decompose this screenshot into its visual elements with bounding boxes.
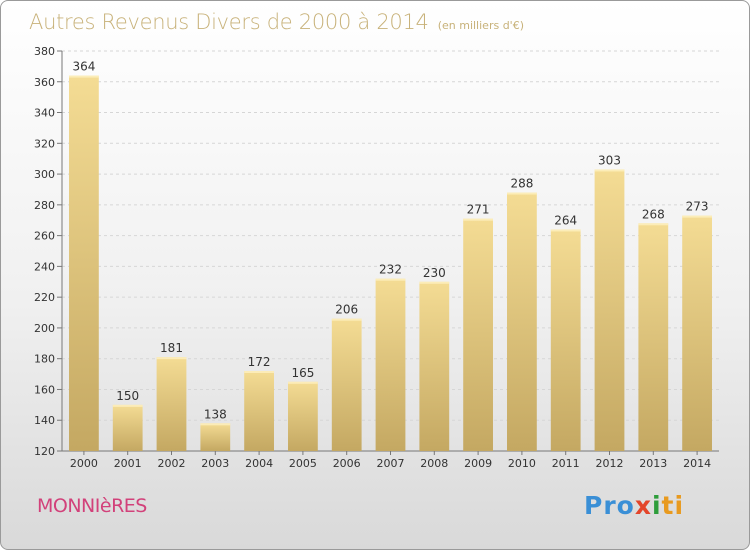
data-label: 230 bbox=[423, 266, 446, 280]
y-tick-label: 180 bbox=[34, 353, 55, 366]
bar-top-highlight bbox=[682, 215, 712, 218]
bar-top-highlight bbox=[507, 192, 537, 195]
data-label: 181 bbox=[160, 341, 183, 355]
y-tick-label: 280 bbox=[34, 199, 55, 212]
x-tick-label: 2014 bbox=[683, 457, 711, 470]
data-label: 206 bbox=[335, 303, 358, 317]
bar bbox=[375, 278, 406, 451]
x-tick-label: 2009 bbox=[464, 457, 492, 470]
bar bbox=[463, 218, 493, 451]
data-label: 273 bbox=[686, 200, 709, 214]
y-tick-label: 260 bbox=[34, 230, 55, 243]
bar bbox=[507, 192, 537, 452]
x-tick-label: 2003 bbox=[201, 457, 229, 470]
bar bbox=[550, 229, 581, 451]
data-label: 232 bbox=[379, 263, 402, 277]
y-tick-label: 120 bbox=[34, 445, 55, 458]
bar bbox=[244, 371, 274, 451]
data-label: 138 bbox=[204, 407, 227, 421]
chart-title-block: Autres Revenus Divers de 2000 à 2014 (en… bbox=[29, 10, 524, 34]
bar bbox=[638, 223, 669, 451]
bar bbox=[419, 281, 450, 451]
data-label: 364 bbox=[72, 60, 95, 74]
bar-top-highlight bbox=[419, 281, 450, 284]
commune-name: MONNIèRES bbox=[37, 495, 147, 517]
x-tick-label: 2011 bbox=[552, 457, 580, 470]
x-tick-label: 2004 bbox=[245, 457, 273, 470]
proxiti-logo: Proxiti bbox=[584, 491, 684, 520]
bar bbox=[288, 381, 318, 451]
x-tick-label: 2008 bbox=[420, 457, 448, 470]
x-tick-label: 2012 bbox=[596, 457, 624, 470]
logo-part-1: Pro bbox=[584, 491, 635, 520]
bar-top-highlight bbox=[594, 169, 625, 172]
y-tick-label: 160 bbox=[34, 383, 55, 396]
bar bbox=[69, 75, 99, 451]
data-label: 172 bbox=[248, 355, 271, 369]
data-label: 303 bbox=[598, 153, 621, 167]
y-tick-label: 220 bbox=[34, 291, 55, 304]
y-tick-label: 300 bbox=[34, 168, 55, 181]
x-tick-label: 2013 bbox=[639, 457, 667, 470]
bar-top-highlight bbox=[331, 318, 362, 321]
axis-layer: 120 140 160 180 200 220 240 260 280 300 320 340 360 3… bbox=[34, 45, 719, 470]
y-tick-label: 340 bbox=[34, 107, 55, 120]
chart-unit: (en milliers d'€) bbox=[437, 19, 524, 32]
bar bbox=[594, 169, 625, 451]
data-label: 264 bbox=[554, 213, 577, 227]
bar-top-highlight bbox=[463, 218, 493, 221]
y-tick-label: 240 bbox=[34, 260, 55, 273]
bar-top-highlight bbox=[288, 381, 318, 384]
y-tick-label: 200 bbox=[34, 322, 55, 335]
bar bbox=[331, 318, 362, 451]
label-layer: 364 150 181 138 172 165 206 232 230 271 288 264 303 2… bbox=[72, 60, 708, 422]
x-tick-label: 2002 bbox=[158, 457, 186, 470]
bar bbox=[156, 357, 187, 451]
data-label: 288 bbox=[510, 177, 533, 191]
data-label: 268 bbox=[642, 207, 665, 221]
bar-top-highlight bbox=[200, 423, 231, 426]
bar-top-highlight bbox=[112, 404, 143, 407]
data-label: 150 bbox=[116, 389, 139, 403]
bar-top-highlight bbox=[550, 229, 581, 232]
logo-part-4: ti bbox=[661, 491, 685, 520]
x-tick-label: 2005 bbox=[289, 457, 317, 470]
x-tick-label: 2006 bbox=[333, 457, 361, 470]
chart-title: Autres Revenus Divers de 2000 à 2014 bbox=[29, 10, 429, 34]
bar-layer bbox=[69, 75, 712, 452]
bar-top-highlight bbox=[156, 357, 187, 360]
bar-top-highlight bbox=[638, 223, 669, 226]
logo-part-2: x bbox=[634, 491, 652, 520]
x-tick-label: 2010 bbox=[508, 457, 536, 470]
bar-top-highlight bbox=[244, 371, 274, 373]
y-tick-label: 140 bbox=[34, 414, 55, 427]
bar bbox=[200, 423, 231, 451]
x-tick-label: 2007 bbox=[377, 457, 405, 470]
y-tick-label: 320 bbox=[34, 137, 55, 150]
y-tick-label: 360 bbox=[34, 76, 55, 89]
bar-top-highlight bbox=[375, 278, 406, 281]
bar-top-highlight bbox=[69, 75, 99, 78]
bar bbox=[112, 404, 143, 451]
x-tick-label: 2001 bbox=[114, 457, 142, 470]
data-label: 165 bbox=[291, 366, 314, 380]
bar bbox=[682, 215, 712, 451]
x-tick-label: 2000 bbox=[70, 457, 98, 470]
logo-part-3: i bbox=[651, 491, 662, 520]
data-label: 271 bbox=[467, 203, 490, 217]
y-tick-label: 380 bbox=[34, 45, 55, 58]
